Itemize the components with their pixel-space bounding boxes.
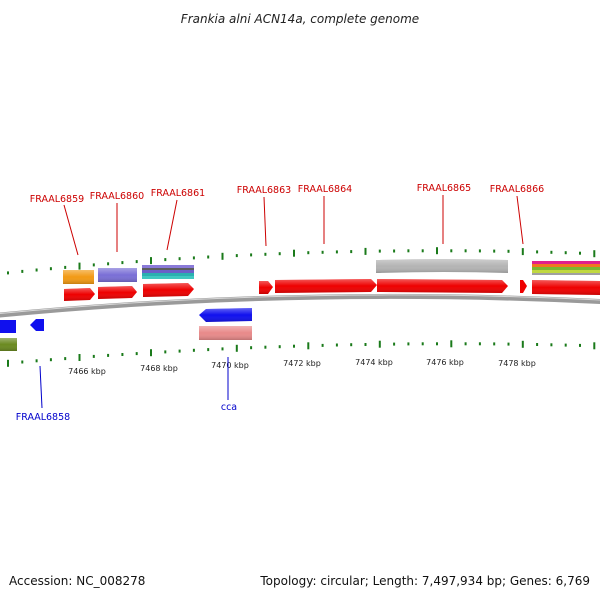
genome-backbone-highlight: [0, 294, 600, 315]
forward-gene-track: [64, 279, 600, 301]
map-title: Frankia alni ACN14a, complete genome: [181, 12, 419, 26]
gene-arrow[interactable]: [30, 319, 44, 331]
gene-label-fraal6858[interactable]: FRAAL6858: [16, 412, 70, 423]
tick-label-7468: 7468 kbp: [140, 364, 178, 373]
gene-arrow[interactable]: [0, 320, 16, 333]
tick-label-7466: 7466 kbp: [68, 367, 106, 376]
gene-labels: FRAAL6859 FRAAL6860 FRAAL6861 FRAAL6863 …: [16, 183, 544, 423]
gene-label-fraal6865[interactable]: FRAAL6865: [417, 183, 471, 194]
gene-label-fraal6863[interactable]: FRAAL6863: [237, 185, 291, 196]
genome-backbone: [0, 293, 600, 318]
annotation-stack[interactable]: [532, 261, 600, 275]
tick-label-7474: 7474 kbp: [355, 358, 393, 367]
gene-label-fraal6861[interactable]: FRAAL6861: [151, 188, 205, 199]
label-leaders: [39, 195, 524, 409]
genome-summary-text: Topology: circular; Length: 7,497,934 bp…: [260, 574, 590, 588]
gene-label-fraal6864[interactable]: FRAAL6864: [298, 184, 352, 195]
accession-text: Accession: NC_008278: [9, 574, 146, 588]
gene-arrow[interactable]: [520, 280, 527, 293]
gene-label-cca[interactable]: cca: [221, 402, 237, 413]
tick-label-7478: 7478 kbp: [498, 359, 536, 368]
gene-label-fraal6860[interactable]: FRAAL6860: [90, 191, 144, 202]
scale-labels: 7466 kbp 7468 kbp 7470 kbp 7472 kbp 7474…: [68, 358, 536, 376]
gene-label-fraal6866[interactable]: FRAAL6866: [490, 184, 544, 195]
reverse-gene-track: [0, 308, 252, 333]
reverse-tick-track: [7, 340, 596, 367]
tick-label-7472: 7472 kbp: [283, 359, 321, 368]
forward-tick-track: [7, 247, 596, 275]
forward-annotation-track: [63, 259, 600, 284]
reverse-annotation-track: [0, 326, 252, 351]
tick-label-7476: 7476 kbp: [426, 358, 464, 367]
tick-label-7470: 7470 kbp: [211, 361, 249, 370]
annotation-stack[interactable]: [142, 265, 194, 279]
gene-label-fraal6859[interactable]: FRAAL6859: [30, 194, 84, 205]
